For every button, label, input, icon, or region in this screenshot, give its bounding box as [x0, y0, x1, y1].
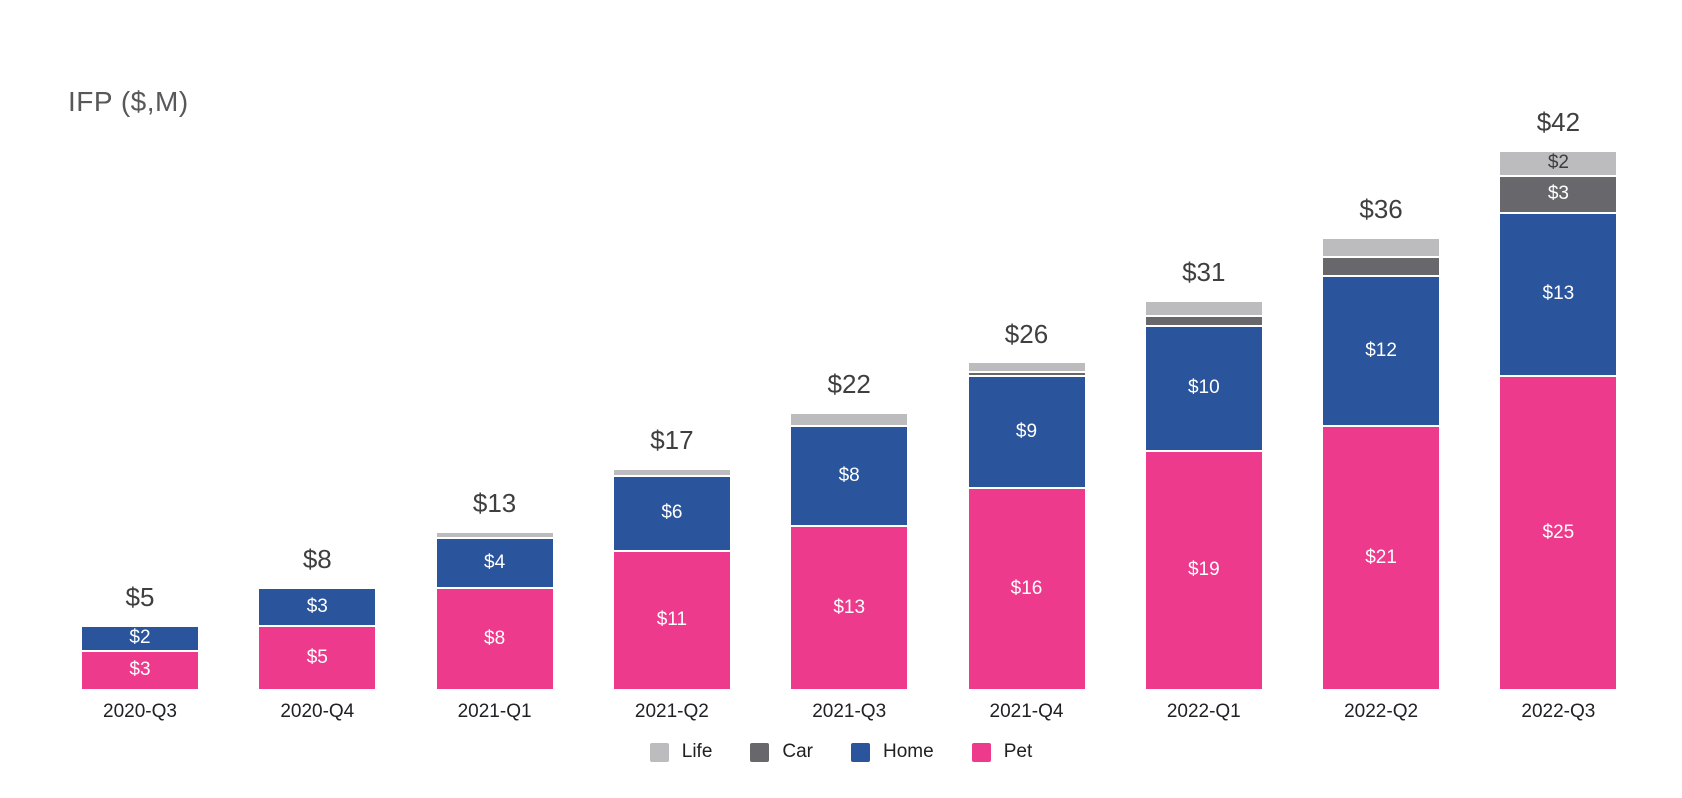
bar-2022-Q1[interactable]: $31 $10 $19 2022-Q1 — [1145, 257, 1262, 722]
segment-value-label: $13 — [833, 596, 866, 618]
bar-2021-Q1[interactable]: $13 $4 $8 2021-Q1 — [436, 488, 553, 722]
segment-value-label: $5 — [306, 646, 328, 668]
x-axis-label: 2021-Q4 — [989, 701, 1064, 722]
legend-swatch-pet — [971, 742, 991, 762]
segment-life-2021-Q2[interactable] — [613, 470, 730, 475]
segment-pet-2021-Q2[interactable]: $11 — [613, 551, 730, 689]
segment-value-label: $8 — [484, 628, 506, 649]
x-axis-label: 2020-Q4 — [280, 701, 355, 722]
segment-pet-2021-Q1[interactable]: $8 — [436, 589, 553, 689]
segment-value-label: $3 — [306, 595, 328, 617]
segment-value-label: $19 — [1187, 559, 1220, 581]
segment-car-2022-Q2[interactable] — [1323, 257, 1440, 275]
segment-home-2022-Q2[interactable]: $12 — [1323, 276, 1440, 425]
segment-car-2022-Q1[interactable] — [1145, 316, 1262, 325]
segment-life-2022-Q3[interactable]: $2 — [1500, 151, 1617, 175]
segment-value-label: $2 — [1547, 152, 1569, 173]
segment-home-2022-Q1[interactable]: $10 — [1145, 326, 1262, 450]
segment-value-label: $6 — [661, 502, 683, 523]
bar-total-label: $13 — [472, 487, 517, 518]
segment-value-label: $25 — [1542, 521, 1575, 543]
bar-total-label: $22 — [827, 369, 871, 399]
bar-total-label: $36 — [1359, 194, 1403, 224]
segment-value-label: $16 — [1010, 578, 1043, 599]
bar-2020-Q3[interactable]: $5 $2 $3 2020-Q3 — [82, 582, 198, 722]
segment-pet-2022-Q1[interactable]: $19 — [1145, 451, 1262, 689]
x-axis-label: 2021-Q3 — [812, 701, 887, 722]
segment-value-label: $4 — [484, 552, 506, 573]
bar-total-label: $8 — [302, 544, 332, 574]
segment-home-2021-Q2[interactable]: $6 — [613, 476, 730, 550]
legend-label: Home — [883, 741, 934, 762]
x-axis-label: 2022-Q3 — [1521, 701, 1596, 722]
chart-title: IFP ($,M) — [68, 86, 189, 117]
segment-value-label: $8 — [838, 464, 860, 486]
segment-value-label: $13 — [1542, 283, 1575, 305]
segment-life-2022-Q1[interactable] — [1145, 301, 1262, 315]
segment-value-label: $11 — [656, 609, 688, 631]
bar-2020-Q4[interactable]: $8 $3 $5 2020-Q4 — [259, 544, 376, 722]
segment-home-2020-Q3[interactable]: $2 — [82, 626, 198, 650]
bar-total-label: $26 — [1004, 319, 1049, 349]
legend-label: Life — [681, 741, 713, 762]
x-axis-label: 2021-Q1 — [457, 701, 532, 722]
segment-pet-2021-Q3[interactable]: $13 — [791, 526, 908, 689]
legend-item-pet[interactable]: Pet — [971, 741, 1033, 763]
segment-home-2020-Q4[interactable]: $3 — [259, 589, 376, 625]
segment-value-label: $3 — [129, 659, 151, 681]
legend-swatch-car — [750, 742, 770, 762]
segment-car-2022-Q3[interactable]: $3 — [1500, 176, 1617, 212]
legend: Life Car Home Pet — [0, 741, 1682, 763]
legend-swatch-life — [649, 742, 669, 762]
legend-label: Pet — [1003, 741, 1033, 762]
segment-home-2021-Q3[interactable]: $8 — [791, 426, 908, 525]
segment-pet-2022-Q3[interactable]: $25 — [1500, 376, 1617, 689]
segment-value-label: $2 — [129, 627, 151, 648]
segment-pet-2020-Q3[interactable]: $3 — [82, 651, 198, 689]
segment-value-label: $9 — [1015, 420, 1038, 442]
bar-2021-Q2[interactable]: $17 $6 $11 2021-Q2 — [613, 425, 730, 722]
segment-value-label: $12 — [1365, 339, 1397, 361]
legend-item-car[interactable]: Car — [750, 741, 813, 763]
bar-2021-Q3[interactable]: $22 $8 $13 2021-Q3 — [791, 369, 908, 722]
segment-value-label: $10 — [1187, 377, 1220, 398]
bar-total-label: $31 — [1182, 256, 1226, 287]
segment-pet-2022-Q2[interactable]: $21 — [1323, 426, 1440, 689]
legend-item-life[interactable]: Life — [649, 741, 713, 763]
segment-pet-2020-Q4[interactable]: $5 — [259, 626, 376, 689]
legend-label: Car — [782, 741, 814, 762]
segment-value-label: $3 — [1547, 183, 1569, 205]
bar-total-label: $42 — [1536, 106, 1581, 137]
segment-home-2022-Q3[interactable]: $13 — [1500, 214, 1617, 375]
legend-swatch-home — [851, 742, 871, 762]
bar-2022-Q2[interactable]: $36 $12 $21 2022-Q2 — [1323, 194, 1440, 722]
segment-life-2021-Q3[interactable] — [791, 414, 908, 425]
legend-item-home[interactable]: Home — [851, 741, 934, 763]
x-axis-label: 2022-Q2 — [1344, 701, 1419, 722]
segment-life-2022-Q2[interactable] — [1323, 239, 1440, 256]
bar-total-label: $17 — [650, 425, 694, 456]
x-axis-label: 2020-Q3 — [103, 701, 177, 722]
segment-car-2021-Q4[interactable] — [968, 372, 1085, 375]
segment-value-label: $21 — [1365, 546, 1397, 568]
bar-2021-Q4[interactable]: $26 $9 $16 2021-Q4 — [968, 319, 1085, 722]
bar-total-label: $5 — [125, 581, 155, 612]
segment-home-2021-Q4[interactable]: $9 — [968, 376, 1085, 487]
segment-pet-2021-Q4[interactable]: $16 — [968, 489, 1085, 689]
bar-2022-Q3[interactable]: $42 $2 $3 $13 $25 2022-Q3 — [1500, 107, 1617, 722]
x-axis-label: 2021-Q2 — [634, 701, 709, 722]
segment-home-2021-Q1[interactable]: $4 — [436, 539, 553, 587]
segment-life-2021-Q1[interactable] — [436, 532, 553, 537]
x-axis-label: 2022-Q1 — [1166, 701, 1241, 722]
segment-life-2021-Q4[interactable] — [968, 362, 1085, 371]
